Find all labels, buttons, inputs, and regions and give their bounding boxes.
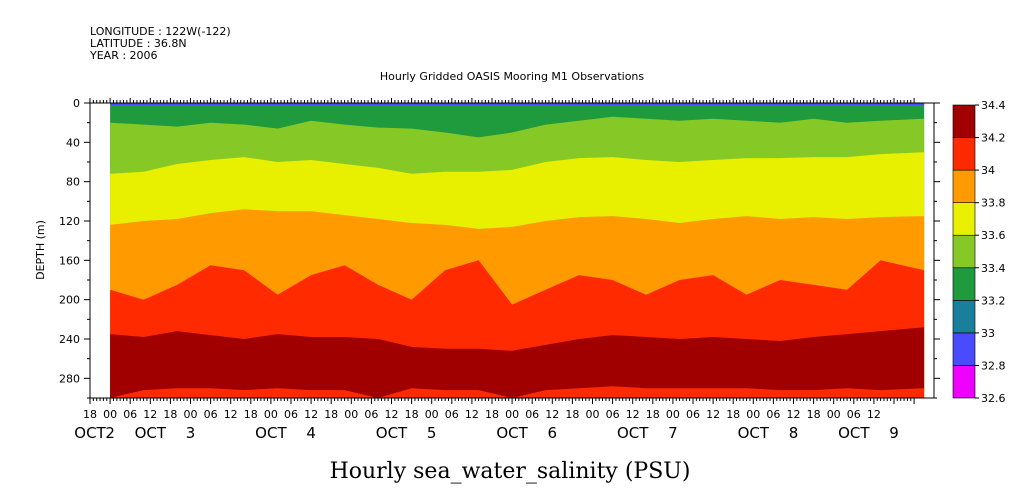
y-tick-label: 160 bbox=[59, 254, 80, 267]
longitude-label: LONGITUDE : 122W(-122) bbox=[90, 25, 231, 38]
x-day-label: 2 bbox=[105, 424, 115, 442]
x-hour-label: 12 bbox=[867, 408, 881, 421]
colorbar-label: 33.4 bbox=[981, 262, 1006, 275]
plot-area bbox=[89, 102, 935, 399]
colorbar-label: 34.2 bbox=[981, 132, 1006, 145]
x-day-label: OCT bbox=[376, 424, 408, 442]
colorbar-swatch bbox=[952, 137, 976, 171]
x-hour-label: 12 bbox=[385, 408, 399, 421]
y-axis: 0 40 80 120 160 200 240 280 bbox=[59, 97, 940, 399]
y-axis-label: DEPTH (m) bbox=[34, 220, 47, 280]
x-day-label: OCT bbox=[135, 424, 167, 442]
colorbar: 32.6 32.8 33 33.2 33.4 33.6 33.8 34 34.2 34.4 bbox=[952, 99, 1006, 405]
x-hour-label: 00 bbox=[425, 408, 439, 421]
x-hour-label: 06 bbox=[445, 408, 459, 421]
x-hour-label: 18 bbox=[83, 408, 97, 421]
year-label: YEAR : 2006 bbox=[89, 49, 158, 62]
y-tick-label: 120 bbox=[59, 215, 80, 228]
x-hour-label: 18 bbox=[485, 408, 499, 421]
x-day-label: 5 bbox=[427, 424, 437, 442]
x-hour-label: 00 bbox=[827, 408, 841, 421]
colorbar-label: 34.4 bbox=[981, 99, 1006, 112]
x-day-label: 7 bbox=[668, 424, 678, 442]
x-hour-label: 18 bbox=[244, 408, 258, 421]
x-hour-label: 12 bbox=[224, 408, 238, 421]
x-hour-label: 06 bbox=[766, 408, 780, 421]
x-hour-label: 12 bbox=[706, 408, 720, 421]
x-day-label: 6 bbox=[548, 424, 558, 442]
chart-title: Hourly Gridded OASIS Mooring M1 Observat… bbox=[380, 70, 645, 83]
x-hour-label: 18 bbox=[807, 408, 821, 421]
y-tick-label: 240 bbox=[59, 333, 80, 346]
colorbar-label: 33 bbox=[981, 327, 995, 340]
x-hour-label: 00 bbox=[103, 408, 117, 421]
x-day-label: OCT bbox=[255, 424, 287, 442]
x-hour-label: 18 bbox=[324, 408, 338, 421]
colorbar-label: 33.2 bbox=[981, 294, 1006, 307]
x-hour-label: 06 bbox=[123, 408, 137, 421]
band-34.2-34.4 bbox=[110, 327, 925, 398]
x-axis: 18 00 06 12 18 00 06 12 18 00 06 12 18 00 06 12 18 00 06 12… bbox=[74, 98, 915, 442]
colorbar-swatch bbox=[952, 300, 976, 334]
colorbar-swatch bbox=[952, 267, 976, 301]
x-hour-label: 06 bbox=[847, 408, 861, 421]
colorbar-swatch bbox=[952, 202, 976, 236]
x-axis-label: Hourly sea_water_salinity (PSU) bbox=[330, 459, 691, 484]
x-hour-label: 06 bbox=[204, 408, 218, 421]
y-tick-label: 0 bbox=[73, 97, 80, 110]
x-hour-label: 06 bbox=[284, 408, 298, 421]
x-hour-label: 00 bbox=[505, 408, 519, 421]
colorbar-label: 34 bbox=[981, 164, 995, 177]
y-tick-label: 40 bbox=[66, 136, 80, 149]
colorbar-swatch bbox=[952, 104, 976, 138]
x-hour-label: 06 bbox=[525, 408, 539, 421]
x-hour-label: 12 bbox=[304, 408, 318, 421]
x-hour-label: 00 bbox=[666, 408, 680, 421]
x-hour-label: 06 bbox=[686, 408, 700, 421]
latitude-label: LATITUDE : 36.8N bbox=[90, 37, 187, 50]
x-hour-label: 18 bbox=[405, 408, 419, 421]
x-hour-label: 00 bbox=[586, 408, 600, 421]
colorbar-swatch bbox=[952, 169, 976, 203]
x-hour-label: 12 bbox=[787, 408, 801, 421]
colorbar-label: 33.8 bbox=[981, 197, 1006, 210]
x-hour-label: 18 bbox=[163, 408, 177, 421]
x-hour-label: 18 bbox=[646, 408, 660, 421]
y-tick-label: 80 bbox=[66, 176, 80, 189]
x-hour-label: 00 bbox=[344, 408, 358, 421]
x-day-label: OCT bbox=[838, 424, 870, 442]
x-hour-label: 12 bbox=[626, 408, 640, 421]
colorbar-swatch bbox=[952, 234, 976, 269]
x-hour-label: 18 bbox=[565, 408, 579, 421]
x-hour-label: 12 bbox=[545, 408, 559, 421]
x-hour-label: 00 bbox=[746, 408, 760, 421]
x-day-label: OCT bbox=[738, 424, 770, 442]
x-day-label: OCT bbox=[617, 424, 649, 442]
colorbar-label: 32.8 bbox=[981, 359, 1006, 372]
colorbar-swatch bbox=[952, 332, 976, 366]
colorbar-label: 32.6 bbox=[981, 392, 1006, 405]
colorbar-label: 33.6 bbox=[981, 229, 1006, 242]
y-tick-label: 280 bbox=[59, 372, 80, 385]
x-hour-label: 00 bbox=[184, 408, 198, 421]
x-hour-label: 06 bbox=[606, 408, 620, 421]
x-day-label: 3 bbox=[186, 424, 196, 442]
x-day-label: OCT bbox=[74, 424, 106, 442]
x-day-label: 4 bbox=[306, 424, 316, 442]
x-day-label: 9 bbox=[889, 424, 899, 442]
x-hour-label: 12 bbox=[465, 408, 479, 421]
x-day-label: OCT bbox=[496, 424, 528, 442]
colorbar-swatch bbox=[952, 365, 976, 399]
x-hour-label: 12 bbox=[143, 408, 157, 421]
x-hour-label: 18 bbox=[726, 408, 740, 421]
x-day-label: 8 bbox=[789, 424, 799, 442]
y-tick-label: 200 bbox=[59, 294, 80, 307]
band-32.8-33.0 bbox=[110, 103, 925, 105]
x-hour-label: 00 bbox=[264, 408, 278, 421]
x-hour-label: 06 bbox=[364, 408, 378, 421]
